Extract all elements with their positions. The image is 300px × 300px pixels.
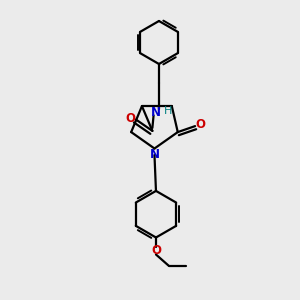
Text: N: N [149, 148, 160, 161]
Text: H: H [164, 106, 172, 116]
Text: O: O [126, 112, 136, 124]
Text: O: O [151, 244, 161, 256]
Text: N: N [150, 106, 161, 119]
Text: O: O [196, 118, 206, 131]
